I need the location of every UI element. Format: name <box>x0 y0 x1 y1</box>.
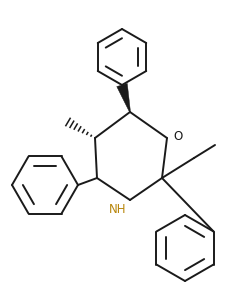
Text: O: O <box>173 130 182 144</box>
Text: NH: NH <box>108 203 126 216</box>
Polygon shape <box>117 83 130 112</box>
